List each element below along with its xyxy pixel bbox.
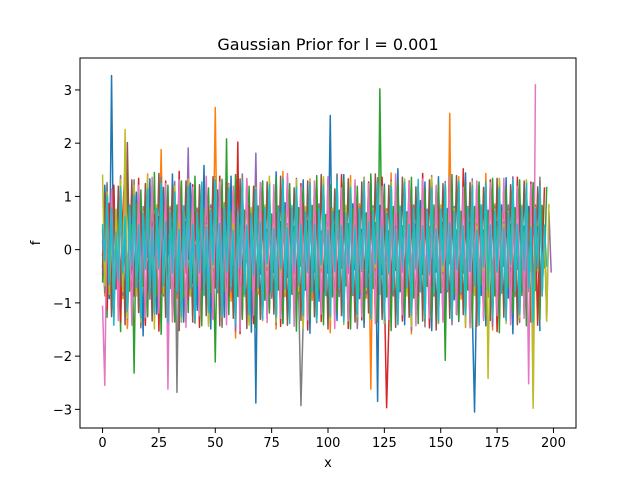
x-tick-label: 200 [541, 436, 566, 451]
x-axis-label: x [324, 456, 332, 471]
y-tick-label: −1 [53, 297, 72, 312]
x-tick-label: 0 [98, 436, 106, 451]
y-tick-label: 3 [64, 84, 72, 99]
y-tick-label: 2 [64, 137, 72, 152]
x-axis-ticks: 0 25 50 75 100 125 150 175 200 [98, 428, 566, 451]
y-tick-label: −2 [53, 350, 72, 365]
x-tick-label: 125 [372, 436, 397, 451]
x-tick-label: 150 [428, 436, 453, 451]
y-tick-label: 0 [64, 244, 72, 259]
y-axis-ticks: −3 −2 −1 0 1 2 3 [53, 84, 80, 418]
y-tick-label: 1 [64, 190, 72, 205]
x-tick-label: 75 [263, 436, 280, 451]
x-tick-label: 100 [316, 436, 341, 451]
x-tick-label: 25 [151, 436, 168, 451]
x-tick-label: 175 [485, 436, 510, 451]
chart-title: Gaussian Prior for l = 0.001 [217, 35, 438, 54]
x-tick-label: 50 [207, 436, 224, 451]
series-layer [101, 74, 552, 413]
y-tick-label: −3 [53, 403, 72, 418]
y-axis-label: f [29, 240, 44, 245]
series-line-9 [101, 177, 548, 326]
